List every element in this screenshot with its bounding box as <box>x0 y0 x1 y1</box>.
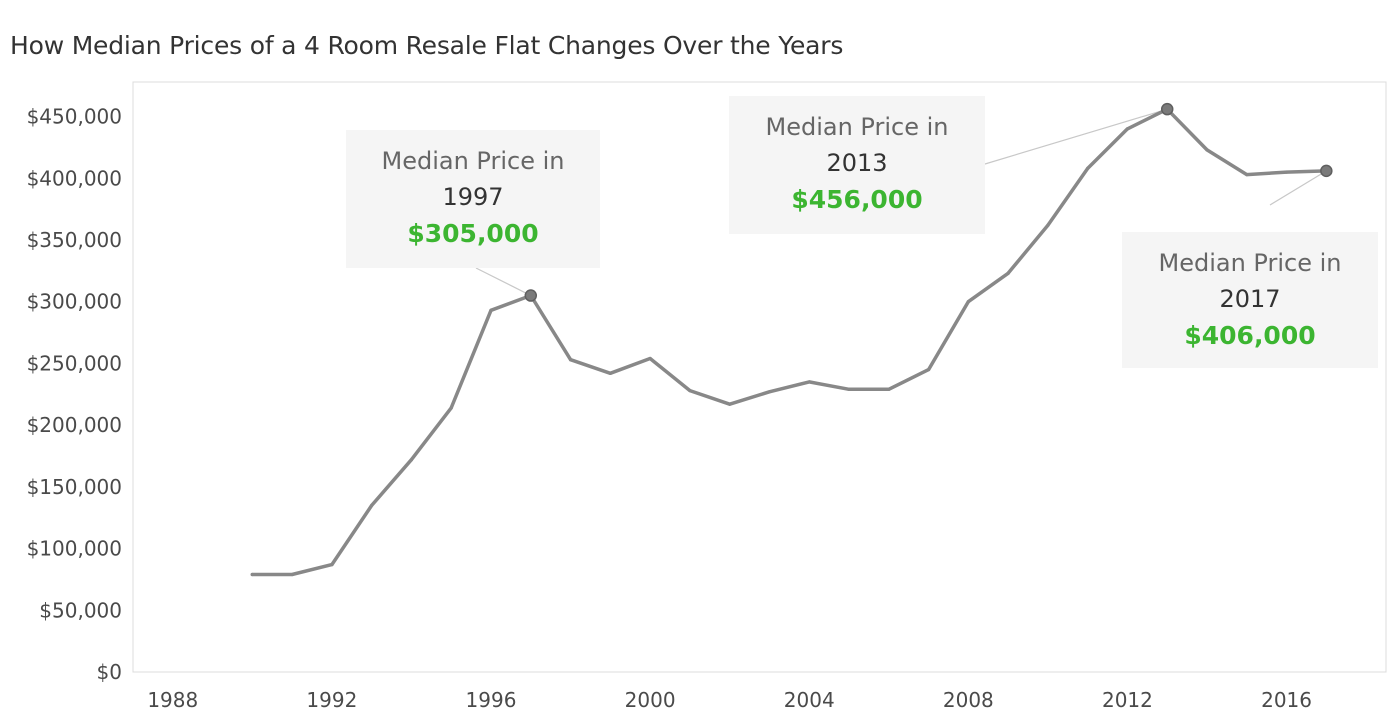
data-point <box>330 563 334 567</box>
data-point <box>1046 223 1050 227</box>
data-point <box>489 308 493 312</box>
x-tick-label: 2016 <box>1261 688 1312 712</box>
annotation-connector <box>475 267 532 297</box>
data-point <box>1245 172 1249 177</box>
y-tick-label: $400,000 <box>27 166 122 190</box>
annotation-box <box>1122 232 1378 368</box>
data-point <box>370 503 374 507</box>
data-point <box>926 367 931 372</box>
data-point <box>1284 170 1289 174</box>
data-point <box>807 380 811 384</box>
annotation-year: 2013 <box>826 149 887 177</box>
x-tick-label: 1996 <box>466 688 517 712</box>
annotation-label: Median Price in <box>766 113 949 141</box>
annotation-connector <box>984 108 1168 165</box>
data-point <box>966 300 970 304</box>
y-tick-label: $100,000 <box>27 537 122 561</box>
x-tick-label: 1992 <box>306 688 357 712</box>
data-point <box>767 390 772 394</box>
annotation-callout: Median Price in 2013 $456,000 <box>729 96 1168 234</box>
data-point <box>1086 166 1090 171</box>
data-point <box>449 406 453 410</box>
highlighted-point <box>1320 164 1333 178</box>
annotation-year: 1997 <box>442 183 503 211</box>
data-point <box>847 387 851 391</box>
y-tick-label: $200,000 <box>27 413 122 437</box>
data-point <box>290 572 294 577</box>
annotation-connector <box>1269 170 1327 206</box>
chart-title: How Median Prices of a 4 Room Resale Fla… <box>10 31 844 60</box>
y-tick-label: $250,000 <box>27 351 122 375</box>
data-point <box>648 356 652 361</box>
annotation-value: $305,000 <box>407 219 538 248</box>
y-tick-label: $450,000 <box>27 105 122 129</box>
data-point <box>1205 148 1209 152</box>
annotation-label: Median Price in <box>382 147 565 175</box>
x-tick-label: 2004 <box>784 688 835 712</box>
data-point <box>688 388 692 393</box>
annotation-callout: Median Price in 1997 $305,000 <box>346 130 600 297</box>
annotation-label: Median Price in <box>1159 249 1342 277</box>
data-point <box>409 458 414 462</box>
series-line <box>250 107 1329 577</box>
x-tick-label: 2000 <box>625 688 676 712</box>
annotation-box <box>346 130 600 268</box>
data-point <box>608 371 612 375</box>
annotation-value: $456,000 <box>791 185 922 214</box>
y-tick-label: $150,000 <box>27 475 122 499</box>
highlighted-point <box>1160 102 1174 116</box>
y-tick-label: $0 <box>97 660 122 684</box>
data-point <box>1125 127 1130 131</box>
x-tick-label: 1988 <box>147 688 198 712</box>
data-point <box>887 387 891 391</box>
x-tick-label: 2012 <box>1102 688 1153 712</box>
data-point <box>728 402 732 406</box>
annotation-year: 2017 <box>1219 285 1280 313</box>
data-point <box>1006 271 1010 275</box>
data-point <box>250 572 254 577</box>
y-tick-label: $350,000 <box>27 228 122 252</box>
annotation-value: $406,000 <box>1184 321 1315 350</box>
annotation-box <box>729 96 985 234</box>
y-tick-label: $300,000 <box>27 290 122 314</box>
y-tick-label: $50,000 <box>39 598 122 622</box>
plot-area-border <box>132 81 1387 673</box>
annotation-callout: Median Price in 2017 $406,000 <box>1122 170 1378 368</box>
x-tick-label: 2008 <box>943 688 994 712</box>
highlighted-point <box>524 289 538 302</box>
data-point <box>568 358 573 362</box>
